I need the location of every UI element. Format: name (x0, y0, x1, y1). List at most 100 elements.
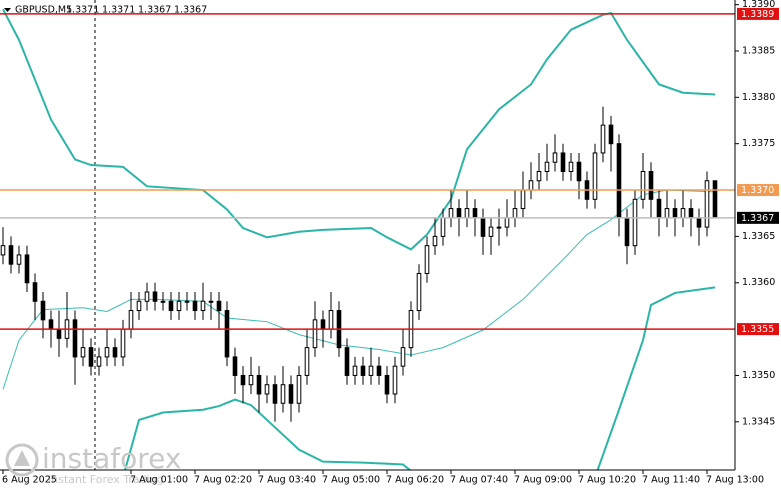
logo-ring (5, 443, 39, 477)
candle-body (592, 152, 598, 200)
symbol-title: GBPUSD,M5 (15, 5, 72, 16)
x-tick-label: 7 Aug 13:00 (706, 475, 764, 486)
candle-body (136, 300, 142, 312)
header-high: 1.3371 (102, 5, 135, 16)
price-level-tag (737, 7, 779, 20)
menu-arrow (4, 8, 11, 12)
candle-body (48, 319, 54, 330)
x-tick-label: 7 Aug 01:00 (130, 475, 188, 486)
x-tick-label: 7 Aug 05:00 (322, 475, 380, 486)
header: GBPUSD,M5 1.3371 1.3371 1.3367 1.3367 (4, 5, 207, 16)
candle-body (424, 245, 430, 274)
candle-body (272, 384, 278, 404)
candle-body (40, 300, 46, 321)
plot-area (0, 0, 735, 470)
candle-body (680, 208, 686, 219)
price-level-tag (737, 211, 779, 224)
candle-body (168, 300, 174, 312)
x-tick-label: 7 Aug 03:40 (258, 475, 316, 486)
candle-body (568, 161, 574, 172)
candle-body (88, 347, 94, 367)
watermark: instaforex Instant Forex Trading (5, 442, 181, 486)
candle-body (296, 374, 302, 404)
candle-body (688, 208, 694, 219)
band-line (124, 286, 716, 470)
candle-body (472, 208, 478, 219)
price-level-tag (737, 323, 779, 336)
price-level-label: 1.3355 (741, 324, 774, 335)
x-tick-label: 7 Aug 11:40 (642, 475, 700, 486)
candle-body (0, 245, 6, 256)
x-tick-label: 7 Aug 09:00 (514, 475, 572, 486)
candle-body (368, 365, 374, 376)
candle-body (456, 208, 462, 219)
candle-body (528, 180, 534, 191)
y-tick-label: 1.3385 (742, 45, 775, 56)
x-tick-label: 7 Aug 02:20 (194, 475, 252, 486)
candle-body (624, 217, 630, 247)
candle-body (384, 374, 390, 395)
candle-body (192, 300, 198, 312)
y-tick-label: 1.3375 (742, 138, 775, 149)
candle-body (312, 319, 318, 349)
candle-body (552, 152, 558, 163)
price-level-label: 1.3367 (741, 213, 774, 224)
candle-body (656, 198, 662, 219)
candle-body (536, 170, 542, 182)
candle-body (216, 300, 222, 312)
candle-body (392, 365, 398, 395)
header-open: 1.3371 (66, 5, 99, 16)
candle-body (576, 161, 582, 182)
candle-body (208, 300, 214, 303)
candle-body (512, 208, 518, 219)
price-level-label: 1.3370 (741, 185, 774, 196)
y-tick-label: 1.3380 (742, 92, 775, 103)
candle-body (464, 208, 470, 219)
candle-body (256, 374, 262, 395)
candle-body (696, 217, 702, 228)
candle-body (144, 291, 150, 302)
candle-body (480, 217, 486, 237)
candle-body (104, 347, 110, 358)
candle-body (432, 235, 438, 247)
x-tick-label: 7 Aug 10:20 (578, 475, 636, 486)
candle-body (360, 365, 366, 376)
candle-body (608, 124, 614, 145)
candle-body (672, 208, 678, 219)
x-tick-label: 7 Aug 06:20 (386, 475, 444, 486)
candle-body (712, 180, 718, 219)
candle-body (560, 152, 566, 172)
candle-body (72, 319, 78, 358)
candle-body (352, 365, 358, 376)
y-tick-label: 1.3350 (742, 370, 775, 381)
candle-body (24, 254, 30, 284)
candle-body (304, 347, 310, 376)
candle-body (248, 374, 254, 386)
candle-body (56, 328, 62, 339)
candle-body (8, 245, 14, 265)
candle-body (112, 347, 118, 358)
candle-body (200, 300, 206, 312)
candle-body (288, 384, 294, 404)
candle-body (232, 356, 238, 376)
candle-body (152, 291, 158, 302)
y-tick-label: 1.3360 (742, 277, 775, 288)
x-tick-label: 7 Aug 07:40 (450, 475, 508, 486)
candle-body (640, 170, 646, 200)
price-level-label: 1.3389 (741, 9, 774, 20)
candle-body (704, 180, 710, 228)
candle-body (128, 310, 134, 330)
candle-body (496, 226, 502, 229)
watermark-tagline: Instant Forex Trading (48, 473, 164, 486)
candle-body (616, 143, 622, 219)
candle-body (328, 310, 334, 330)
candle-body (224, 310, 230, 358)
candle-body (120, 328, 126, 358)
candle-body (176, 300, 182, 312)
candle-body (96, 356, 102, 367)
header-low: 1.3367 (138, 5, 171, 16)
y-tick-label: 1.3365 (742, 231, 775, 242)
candle-body (280, 384, 286, 404)
